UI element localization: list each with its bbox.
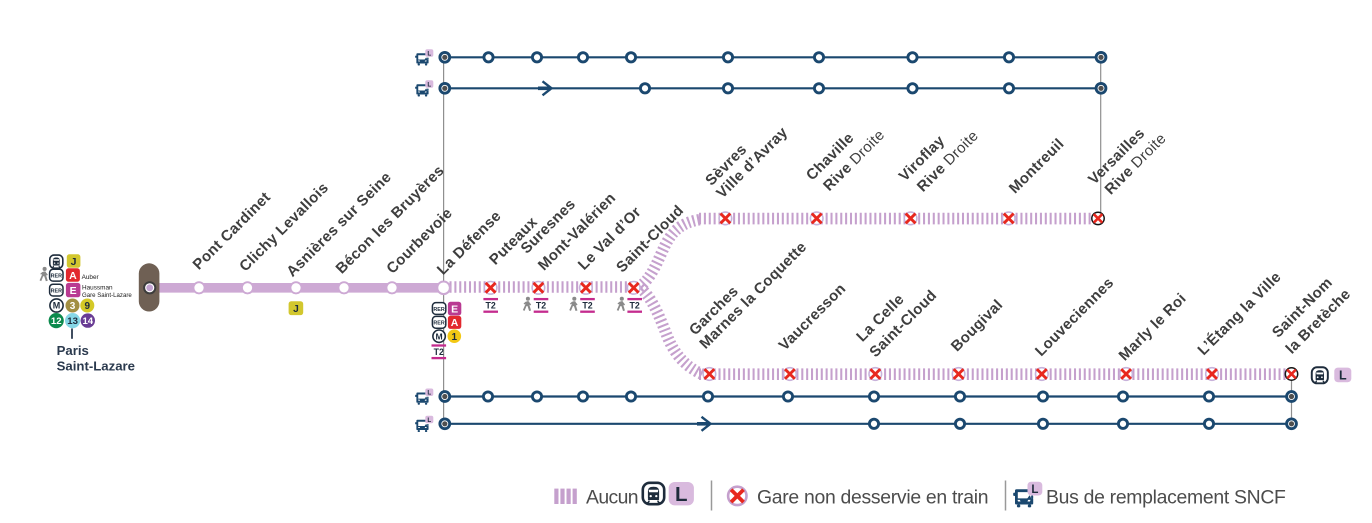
svg-text:T2: T2 <box>486 301 496 311</box>
svg-text:T2: T2 <box>630 301 640 311</box>
svg-text:E: E <box>451 303 458 315</box>
svg-text:RER: RER <box>433 307 444 313</box>
svg-text:Bus de remplacement SNCF: Bus de remplacement SNCF <box>1046 486 1286 508</box>
svg-text:3: 3 <box>70 301 76 312</box>
svg-text:T2: T2 <box>434 347 444 357</box>
svg-text:1: 1 <box>452 332 458 343</box>
svg-text:M: M <box>436 331 443 341</box>
svg-text:T2: T2 <box>536 301 546 311</box>
svg-text:Aucun: Aucun <box>586 486 638 508</box>
svg-text:J: J <box>293 304 299 315</box>
svg-text:L: L <box>675 483 688 506</box>
svg-text:Paris: Paris <box>57 343 89 358</box>
svg-text:13: 13 <box>67 316 78 327</box>
svg-text:L: L <box>427 81 431 88</box>
svg-text:L: L <box>1339 369 1347 383</box>
svg-text:A: A <box>451 317 459 329</box>
svg-text:Auber: Auber <box>82 274 100 281</box>
svg-text:A: A <box>69 270 77 282</box>
svg-text:E: E <box>70 285 77 297</box>
svg-text:RER: RER <box>51 288 62 294</box>
svg-text:14: 14 <box>82 316 93 327</box>
svg-text:L: L <box>427 417 431 424</box>
svg-text:L: L <box>427 50 431 57</box>
svg-text:L: L <box>1031 484 1038 496</box>
svg-text:M: M <box>53 301 61 311</box>
svg-text:L: L <box>427 390 431 397</box>
svg-text:9: 9 <box>85 301 91 312</box>
svg-text:12: 12 <box>51 316 62 327</box>
svg-text:Gare non desservie en train: Gare non desservie en train <box>757 486 988 508</box>
svg-text:Saint-Lazare: Saint-Lazare <box>57 359 135 374</box>
svg-text:T2: T2 <box>582 301 592 311</box>
svg-text:J: J <box>71 256 77 268</box>
svg-text:Gare Saint-Lazare: Gare Saint-Lazare <box>82 292 132 299</box>
svg-text:RER: RER <box>433 321 444 327</box>
svg-text:RER: RER <box>51 274 62 280</box>
svg-text:Haussman: Haussman <box>82 285 113 292</box>
